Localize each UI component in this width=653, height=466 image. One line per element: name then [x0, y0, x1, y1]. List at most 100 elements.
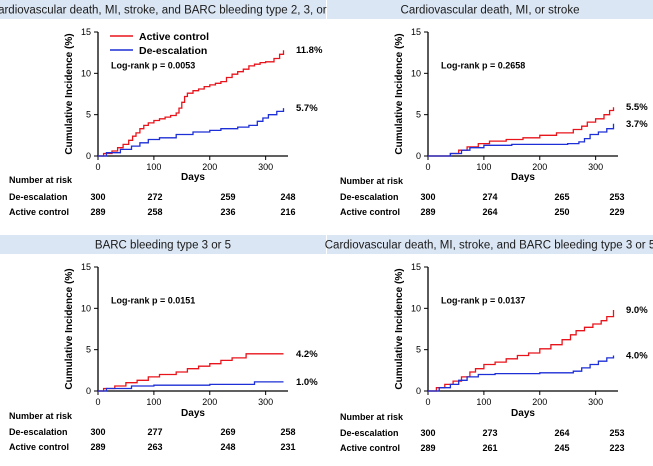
- chart-title: Cardiovascular death, MI, or stroke: [401, 5, 580, 17]
- risk-row-label: De-escalation: [9, 192, 68, 202]
- y-tick-label: 15: [81, 262, 91, 272]
- y-tick-label: 5: [416, 345, 421, 355]
- risk-cell: 300: [90, 427, 105, 437]
- y-tick-label: 5: [416, 110, 421, 120]
- x-tick-label: 0: [95, 162, 100, 172]
- risk-cell: 261: [482, 443, 497, 453]
- x-axis-title: Days: [511, 408, 535, 419]
- x-tick-label: 300: [588, 162, 603, 172]
- risk-cell: 300: [420, 428, 435, 438]
- series-line-active-control: [98, 353, 284, 392]
- series-end-label: 4.2%: [296, 349, 318, 360]
- chart-title: BARC bleeding type 3 or 5: [95, 240, 231, 252]
- risk-table-header: Number at risk: [340, 176, 404, 186]
- y-tick-label: 0: [416, 386, 421, 396]
- risk-table-header: Number at risk: [340, 412, 404, 422]
- panel-header-band: [0, 235, 326, 254]
- chart-title: Cardiovascular death, MI, stroke, and BA…: [325, 240, 653, 252]
- x-tick-label: 100: [476, 162, 491, 172]
- x-tick-label: 200: [202, 162, 217, 172]
- risk-cell: 289: [90, 442, 105, 452]
- y-tick-label: 10: [411, 303, 421, 313]
- panel-header-band: [327, 235, 653, 254]
- x-tick-label: 300: [258, 162, 273, 172]
- risk-table-header: Number at risk: [9, 175, 73, 185]
- y-axis-title: Cumulative Incidence (%): [64, 268, 75, 389]
- x-tick-label: 200: [532, 162, 547, 172]
- x-axis-title: Days: [181, 408, 205, 419]
- y-axis-title: Cumulative Incidence (%): [394, 268, 405, 389]
- chart-panel-1: Cardiovascular death, MI, stroke, and BA…: [0, 0, 336, 217]
- y-tick-label: 10: [81, 68, 91, 78]
- risk-cell: 264: [554, 428, 569, 438]
- y-tick-label: 15: [81, 27, 91, 37]
- panel-header-band: [327, 0, 653, 19]
- risk-cell: 250: [554, 207, 569, 217]
- series-end-label: 1.0%: [296, 377, 318, 388]
- series-end-label: 4.0%: [626, 350, 648, 361]
- risk-cell: 300: [90, 192, 105, 202]
- series-end-label: 5.7%: [296, 103, 318, 114]
- risk-cell: 274: [482, 192, 497, 202]
- chart-title: Cardiovascular death, MI, stroke, and BA…: [0, 5, 336, 17]
- y-axis-title: Cumulative Incidence (%): [394, 33, 405, 154]
- y-tick-label: 10: [81, 303, 91, 313]
- x-tick-label: 100: [146, 397, 161, 407]
- risk-cell: 265: [554, 192, 569, 202]
- series-line-de-escalation: [98, 381, 284, 392]
- series-line-active-control: [428, 310, 615, 392]
- y-tick-label: 10: [411, 68, 421, 78]
- risk-cell: 253: [609, 192, 624, 202]
- risk-row-label: Active control: [9, 442, 69, 452]
- series-line-active-control: [428, 107, 615, 157]
- logrank-annotation: Log-rank p = 0.0137: [441, 295, 525, 305]
- legend-label: Active control: [139, 31, 209, 43]
- x-tick-label: 0: [425, 397, 430, 407]
- risk-cell: 253: [609, 428, 624, 438]
- risk-row-label: Active control: [340, 207, 400, 217]
- x-tick-label: 300: [258, 397, 273, 407]
- risk-cell: 263: [147, 442, 162, 452]
- y-tick-label: 15: [411, 262, 421, 272]
- risk-cell: 289: [420, 443, 435, 453]
- x-tick-label: 100: [476, 397, 491, 407]
- risk-cell: 300: [420, 192, 435, 202]
- panel-header-band: [0, 0, 326, 19]
- y-tick-label: 5: [86, 345, 91, 355]
- x-tick-label: 100: [146, 162, 161, 172]
- legend: Active control De-escalation: [110, 31, 209, 57]
- y-axis-title: Cumulative Incidence (%): [64, 33, 75, 154]
- risk-cell: 289: [420, 207, 435, 217]
- y-tick-label: 5: [86, 110, 91, 120]
- risk-cell: 258: [280, 427, 295, 437]
- chart-panel-2: Cardiovascular death, MI, or stroke 0 5 10 1…: [327, 0, 653, 217]
- risk-row-label: Active control: [9, 207, 69, 217]
- series-end-label: 9.0%: [626, 305, 648, 316]
- series-line-de-escalation: [428, 123, 615, 157]
- risk-cell: 289: [90, 207, 105, 217]
- risk-cell: 264: [482, 207, 497, 217]
- legend-label: De-escalation: [139, 45, 207, 57]
- x-axis-title: Days: [181, 172, 205, 183]
- risk-cell: 277: [147, 427, 162, 437]
- series-end-label: 5.5%: [626, 102, 648, 113]
- risk-cell: 273: [482, 428, 497, 438]
- risk-cell: 272: [147, 192, 162, 202]
- y-tick-label: 15: [411, 27, 421, 37]
- y-tick-label: 0: [86, 151, 91, 161]
- risk-row-label: De-escalation: [340, 428, 399, 438]
- y-tick-label: 0: [86, 386, 91, 396]
- x-axis-title: Days: [511, 172, 535, 183]
- risk-cell: 248: [280, 192, 295, 202]
- chart-panel-4: Cardiovascular death, MI, stroke, and BA…: [325, 235, 653, 453]
- risk-cell: 259: [220, 192, 235, 202]
- risk-cell: 229: [609, 207, 624, 217]
- series-end-label: 3.7%: [626, 119, 648, 130]
- logrank-annotation: Log-rank p = 0.0053: [111, 60, 195, 70]
- risk-cell: 245: [554, 443, 569, 453]
- risk-cell: 269: [220, 427, 235, 437]
- x-tick-label: 0: [95, 397, 100, 407]
- x-tick-label: 300: [588, 397, 603, 407]
- risk-cell: 231: [280, 442, 295, 452]
